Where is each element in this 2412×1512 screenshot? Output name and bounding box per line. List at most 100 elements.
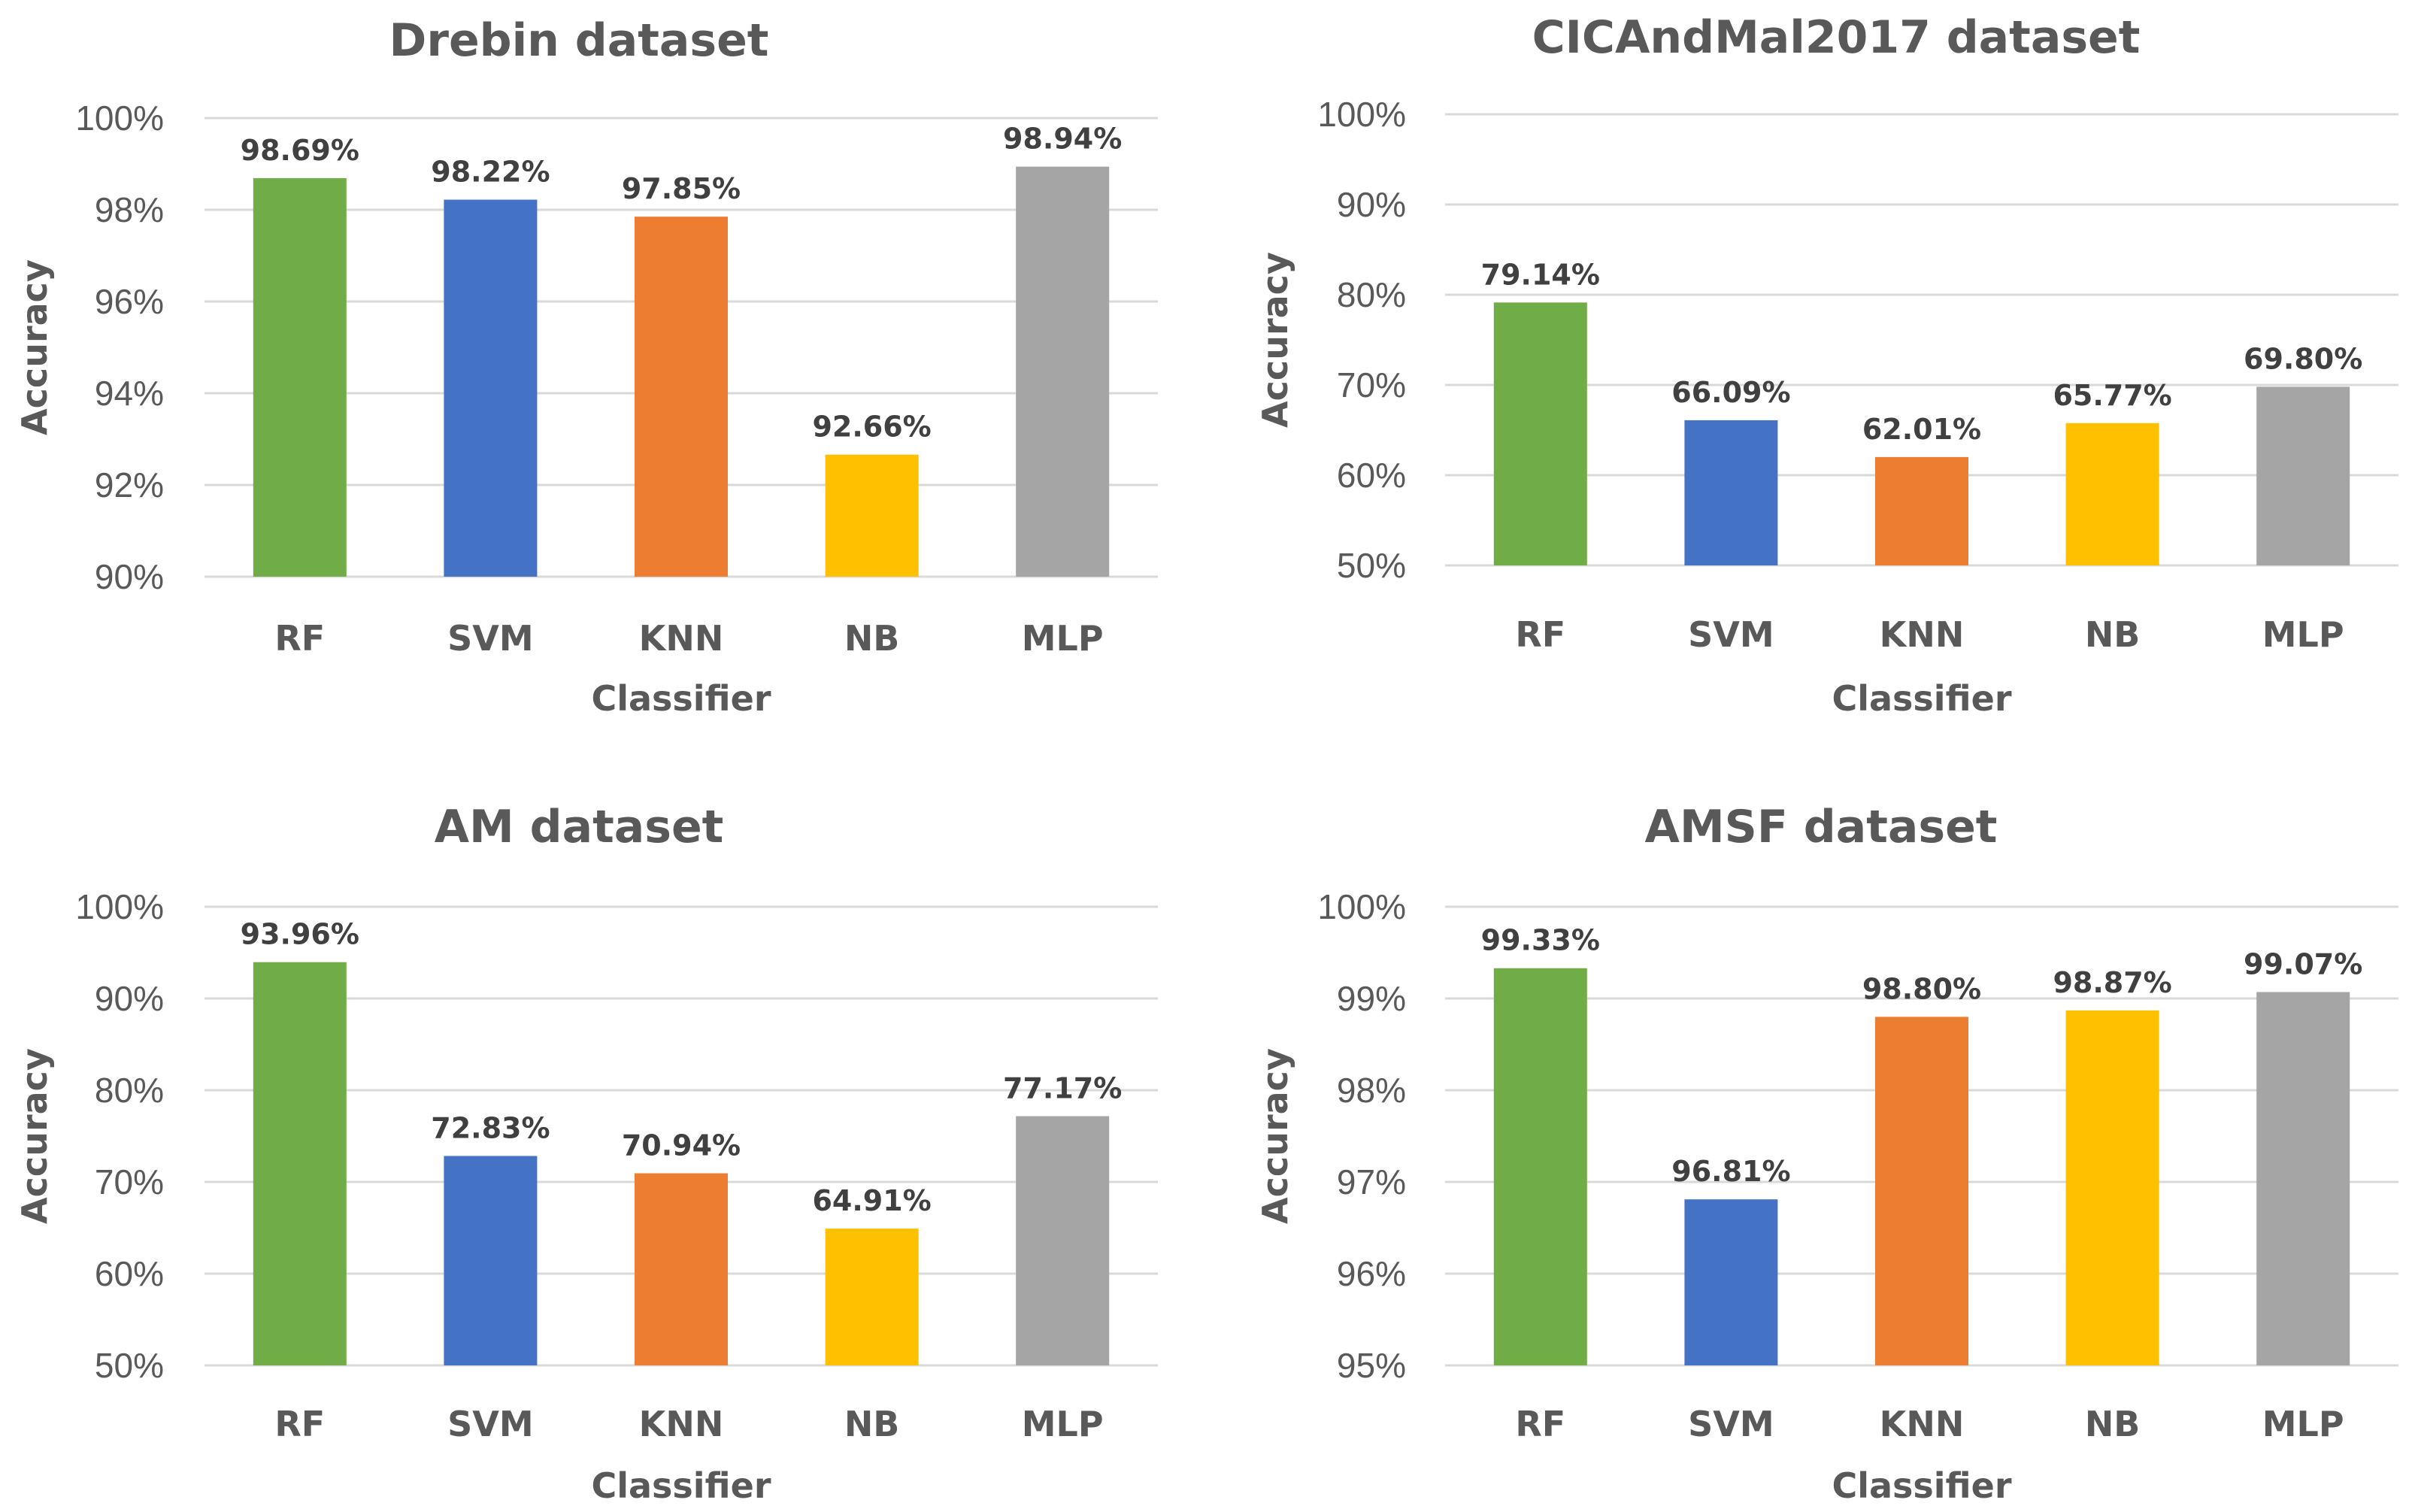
y-axis-label: Accuracy xyxy=(14,1048,55,1224)
x-axis-label: Classifier xyxy=(591,1465,771,1506)
x-tick-label-rf: RF xyxy=(1515,614,1565,655)
y-tick-label: 92% xyxy=(95,465,164,505)
y-tick-label: 100% xyxy=(1317,887,1406,926)
x-tick-label-knn: KNN xyxy=(639,1404,724,1444)
bar-rf xyxy=(1493,302,1587,565)
bar-rf xyxy=(1493,968,1587,1365)
bar-nb xyxy=(825,454,919,577)
y-tick-label: 70% xyxy=(95,1162,164,1201)
x-tick-label-svm: SVM xyxy=(1688,614,1774,655)
bar-mlp xyxy=(1016,166,1110,577)
data-label-svm: 66.09% xyxy=(1671,376,1790,409)
data-label-svm: 96.81% xyxy=(1671,1155,1790,1188)
data-label-knn: 70.94% xyxy=(622,1129,741,1162)
chart-title: CICAndMal2017 dataset xyxy=(1532,11,2141,64)
data-label-svm: 72.83% xyxy=(431,1111,550,1144)
y-tick-label: 96% xyxy=(1337,1254,1406,1293)
x-tick-label-mlp: MLP xyxy=(2262,1404,2344,1444)
x-tick-label-mlp: MLP xyxy=(1022,1404,1104,1444)
x-tick-label-nb: NB xyxy=(844,1404,900,1444)
y-tick-label: 80% xyxy=(95,1071,164,1110)
x-axis-label: Classifier xyxy=(591,678,771,719)
x-tick-label-mlp: MLP xyxy=(1022,618,1104,659)
data-label-rf: 93.96% xyxy=(241,918,359,951)
x-tick-label-knn: KNN xyxy=(639,618,724,659)
chart-title: AM dataset xyxy=(435,801,724,853)
chart-panel-2: CICAndMal2017 dataset 50% 60% 70% 80% 90% 100%… xyxy=(1255,11,2398,719)
y-axis-label: Accuracy xyxy=(14,259,55,435)
data-label-mlp: 99.07% xyxy=(2244,947,2362,980)
data-label-knn: 97.85% xyxy=(622,172,741,205)
chart-title: AMSF dataset xyxy=(1645,801,1998,853)
x-tick-label-nb: NB xyxy=(844,618,900,659)
chart-panel-4: AMSF dataset 95% 96% 97% 98% 99% 100% 99.33% RF 9… xyxy=(1255,801,2398,1506)
bar-nb xyxy=(2065,423,2159,565)
data-label-rf: 99.33% xyxy=(1481,924,1600,957)
bar-svm xyxy=(1684,1199,1778,1365)
bar-knn xyxy=(635,217,728,577)
x-tick-label-svm: SVM xyxy=(447,618,534,659)
x-tick-label-rf: RF xyxy=(274,1404,325,1444)
y-axis-label: Accuracy xyxy=(1255,252,1295,428)
data-label-mlp: 77.17% xyxy=(1003,1072,1122,1105)
y-tick-label: 70% xyxy=(1337,365,1406,405)
data-label-nb: 92.66% xyxy=(812,411,931,444)
x-tick-label-knn: KNN xyxy=(1880,1404,1965,1444)
bar-svm xyxy=(444,1156,538,1365)
y-tick-label: 60% xyxy=(1337,456,1406,495)
bar-mlp xyxy=(1016,1116,1110,1365)
y-tick-label: 60% xyxy=(95,1254,164,1293)
data-label-svm: 98.22% xyxy=(431,156,550,189)
y-tick-label: 50% xyxy=(95,1346,164,1385)
x-tick-label-mlp: MLP xyxy=(2262,614,2344,655)
data-label-mlp: 69.80% xyxy=(2244,342,2362,375)
x-tick-label-nb: NB xyxy=(2085,1404,2141,1444)
x-tick-label-rf: RF xyxy=(1515,1404,1565,1444)
x-axis-label: Classifier xyxy=(1832,1465,2011,1506)
y-axis-label: Accuracy xyxy=(1255,1048,1295,1224)
x-tick-label-svm: SVM xyxy=(1688,1404,1774,1444)
y-tick-label: 99% xyxy=(1337,979,1406,1018)
bar-nb xyxy=(825,1229,919,1365)
data-label-nb: 98.87% xyxy=(2053,966,2171,999)
y-tick-label: 100% xyxy=(1317,95,1406,134)
y-tick-label: 90% xyxy=(95,557,164,596)
data-label-nb: 64.91% xyxy=(812,1184,931,1217)
y-tick-label: 100% xyxy=(75,98,164,138)
y-tick-label: 100% xyxy=(75,887,164,926)
data-label-rf: 98.69% xyxy=(241,134,359,167)
x-tick-label-svm: SVM xyxy=(447,1404,534,1444)
y-tick-label: 96% xyxy=(95,282,164,321)
bar-mlp xyxy=(2256,386,2350,565)
x-tick-label-rf: RF xyxy=(274,618,325,659)
chart-title: Drebin dataset xyxy=(389,14,769,67)
x-tick-label-knn: KNN xyxy=(1880,614,1965,655)
chart-panel-3: AM dataset 50% 60% 70% 80% 90% 100% 93.96% RF 72.… xyxy=(14,801,1158,1506)
x-tick-label-nb: NB xyxy=(2085,614,2141,655)
bar-rf xyxy=(253,962,347,1365)
y-tick-label: 95% xyxy=(1337,1346,1406,1385)
data-label-knn: 98.80% xyxy=(1862,972,1981,1005)
y-tick-label: 90% xyxy=(1337,185,1406,224)
y-tick-label: 98% xyxy=(95,190,164,229)
data-label-knn: 62.01% xyxy=(1862,413,1981,446)
bar-svm xyxy=(444,199,538,577)
data-label-rf: 79.14% xyxy=(1481,258,1600,291)
y-tick-label: 90% xyxy=(95,979,164,1018)
x-axis-label: Classifier xyxy=(1832,678,2011,719)
chart-panel-1: Drebin dataset 90% 92% 94% 96% 98% 100% 98.69% R… xyxy=(14,14,1158,719)
y-tick-label: 98% xyxy=(1337,1071,1406,1110)
bar-svm xyxy=(1684,420,1778,565)
bar-knn xyxy=(1875,1017,1968,1365)
bar-knn xyxy=(635,1173,728,1365)
data-label-nb: 65.77% xyxy=(2053,379,2171,412)
bar-rf xyxy=(253,177,347,577)
bar-nb xyxy=(2065,1010,2159,1365)
y-tick-label: 94% xyxy=(95,374,164,413)
y-tick-label: 97% xyxy=(1337,1162,1406,1201)
y-tick-label: 50% xyxy=(1337,546,1406,585)
bar-knn xyxy=(1875,456,1968,565)
bar-mlp xyxy=(2256,992,2350,1365)
data-label-mlp: 98.94% xyxy=(1003,123,1122,156)
